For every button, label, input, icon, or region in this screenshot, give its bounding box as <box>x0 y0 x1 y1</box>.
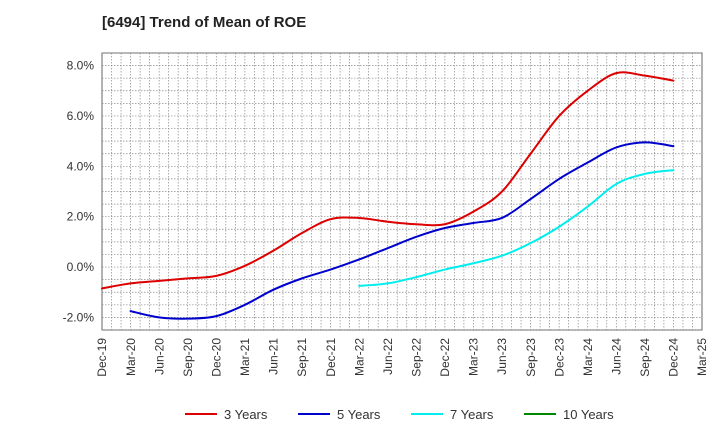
legend-label-5-years: 5 Years <box>337 407 381 422</box>
x-tick-label: Sep-24 <box>638 338 652 377</box>
x-tick-label: Mar-22 <box>352 338 366 376</box>
x-tick-label: Dec-24 <box>667 338 681 377</box>
x-tick-label: Jun-21 <box>267 338 281 375</box>
legend-label-3-years: 3 Years <box>224 407 268 422</box>
y-tick-label: 8.0% <box>67 59 95 73</box>
x-tick-label: Dec-23 <box>552 338 566 377</box>
series-line-7-years <box>358 169 675 287</box>
legend-label-7-years: 7 Years <box>450 407 494 422</box>
y-tick-label: 2.0% <box>67 210 95 224</box>
x-tick-label: Dec-19 <box>95 338 109 377</box>
x-tick-label: Mar-23 <box>467 338 481 376</box>
x-tick-label: Mar-20 <box>124 338 138 376</box>
y-tick-label: 0.0% <box>67 260 95 274</box>
x-tick-label: Jun-22 <box>381 338 395 375</box>
x-tick-label: Jun-23 <box>495 338 509 375</box>
x-tick-label: Sep-20 <box>181 338 195 377</box>
x-tick-label: Mar-21 <box>238 338 252 376</box>
y-tick-label: 4.0% <box>67 159 95 173</box>
series-lines <box>101 71 675 320</box>
legend-label-10-years: 10 Years <box>563 407 614 422</box>
chart-title: [6494] Trend of Mean of ROE <box>102 14 307 31</box>
series-line-5-years <box>129 141 675 320</box>
x-tick-label: Sep-21 <box>295 338 309 377</box>
x-tick-label: Jun-24 <box>609 338 623 375</box>
x-tick-label: Dec-20 <box>209 338 223 377</box>
x-axis-ticks: Dec-19 Mar-20 Jun-20 Sep-20 Dec-20 Mar-21 Jun-… <box>95 338 709 377</box>
x-tick-label: Dec-21 <box>324 338 338 377</box>
x-tick-label: Mar-25 <box>695 338 709 376</box>
x-tick-label: Sep-23 <box>524 338 538 377</box>
y-tick-label: -2.0% <box>63 310 95 324</box>
legend: 3 Years 5 Years 7 Years 10 Years <box>185 407 614 422</box>
x-tick-label: Dec-22 <box>438 338 452 377</box>
x-tick-label: Sep-22 <box>409 338 423 377</box>
series-line-3-years <box>101 71 675 290</box>
x-tick-label: Mar-24 <box>581 338 595 376</box>
y-axis-ticks: 8.0% 6.0% 4.0% 2.0% 0.0% -2.0% <box>63 59 95 325</box>
y-tick-label: 6.0% <box>67 109 95 123</box>
x-tick-label: Jun-20 <box>152 338 166 375</box>
